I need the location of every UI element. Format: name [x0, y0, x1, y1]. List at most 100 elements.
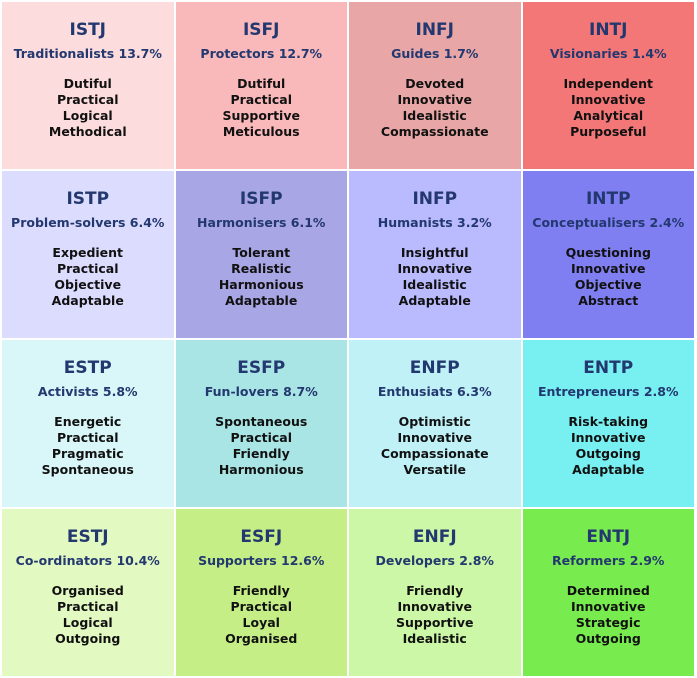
trait: Adaptable — [398, 293, 471, 308]
type-cell-estj: ESTJ Co-ordinators 10.4% Organised Pract… — [2, 509, 174, 676]
trait: Practical — [56, 261, 119, 276]
trait: Independent — [563, 76, 654, 91]
type-code: ENTP — [583, 358, 634, 378]
type-label: Supporters 12.6% — [198, 553, 325, 568]
trait: Adaptable — [51, 293, 124, 308]
trait: Energetic — [54, 414, 122, 429]
trait: Logical — [62, 615, 113, 630]
trait-list: Energetic Practical Pragmatic Spontaneou… — [42, 414, 134, 478]
trait: Harmonious — [218, 462, 304, 477]
trait-list: Questioning Innovative Objective Abstrac… — [566, 245, 651, 309]
trait: Idealistic — [402, 277, 467, 292]
trait-list: Dutiful Practical Supportive Meticulous — [223, 76, 300, 140]
type-label: Developers 2.8% — [375, 553, 494, 568]
trait-list: Tolerant Realistic Harmonious Adaptable — [219, 245, 304, 309]
type-code: INTJ — [589, 20, 628, 40]
trait: Friendly — [232, 583, 290, 598]
trait: Objective — [54, 277, 122, 292]
trait: Innovative — [570, 430, 646, 445]
type-label: Conceptualisers 2.4% — [532, 215, 685, 230]
trait: Innovative — [397, 599, 472, 614]
trait: Organised — [51, 583, 124, 598]
trait: Realistic — [231, 261, 292, 276]
trait: Adaptable — [225, 293, 298, 308]
trait: Risk-taking — [568, 414, 649, 429]
trait-list: Expedient Practical Objective Adaptable — [52, 245, 124, 309]
trait: Dutiful — [237, 76, 286, 91]
trait: Outgoing — [575, 631, 641, 646]
type-cell-esfp: ESFP Fun-lovers 8.7% Spontaneous Practic… — [175, 340, 347, 507]
type-code: INTP — [585, 189, 631, 209]
trait: Purposeful — [570, 124, 647, 139]
trait-list: Insightful Innovative Idealistic Adaptab… — [397, 245, 472, 309]
trait: Practical — [56, 430, 119, 445]
type-cell-infj: INFJ Guides 1.7% Devoted Innovative Idea… — [349, 2, 521, 169]
trait: Pragmatic — [51, 446, 124, 461]
trait-list: Independent Innovative Analytical Purpos… — [563, 76, 653, 140]
trait: Analytical — [573, 108, 644, 123]
trait: Optimistic — [398, 414, 471, 429]
type-label: Visionaries 1.4% — [549, 46, 667, 61]
trait: Idealistic — [402, 108, 467, 123]
type-cell-esfj: ESFJ Supporters 12.6% Friendly Practical… — [175, 509, 347, 676]
type-code: ISTJ — [69, 20, 107, 40]
type-code: ENFJ — [412, 527, 457, 547]
trait-list: Risk-taking Innovative Outgoing Adaptabl… — [568, 414, 648, 478]
type-cell-isfj: ISFJ Protectors 12.7% Dutiful Practical … — [175, 2, 347, 169]
trait: Compassionate — [380, 446, 489, 461]
trait: Tolerant — [232, 245, 291, 260]
trait: Harmonious — [218, 277, 304, 292]
type-label: Entrepreneurs 2.8% — [537, 384, 679, 399]
type-label: Activists 5.8% — [37, 384, 138, 399]
trait: Friendly — [232, 446, 290, 461]
type-cell-isfp: ISFP Harmonisers 6.1% Tolerant Realistic… — [175, 171, 347, 338]
trait: Logical — [62, 108, 113, 123]
type-label: Humanists 3.2% — [377, 215, 492, 230]
type-code: ENFP — [409, 358, 460, 378]
trait: Supportive — [396, 615, 474, 630]
trait: Innovative — [397, 261, 472, 276]
type-label: Reformers 2.9% — [552, 553, 665, 568]
trait: Methodical — [48, 124, 127, 139]
type-code: ESTP — [63, 358, 112, 378]
type-label: Harmonisers 6.1% — [197, 215, 326, 230]
type-cell-istp: ISTP Problem-solvers 6.4% Expedient Prac… — [2, 171, 174, 338]
type-cell-entp: ENTP Entrepreneurs 2.8% Risk-taking Inno… — [522, 340, 694, 507]
trait: Innovative — [570, 599, 646, 614]
type-label: Guides 1.7% — [391, 46, 479, 61]
trait: Spontaneous — [215, 414, 308, 429]
trait-list: Friendly Innovative Supportive Idealisti… — [396, 583, 473, 647]
type-cell-intp: INTP Conceptualisers 2.4% Questioning In… — [522, 171, 694, 338]
type-cell-enfj: ENFJ Developers 2.8% Friendly Innovative… — [349, 509, 521, 676]
trait-list: Organised Practical Logical Outgoing — [52, 583, 124, 647]
type-cell-intj: INTJ Visionaries 1.4% Independent Innova… — [522, 2, 694, 169]
trait: Abstract — [578, 293, 639, 308]
type-label: Problem-solvers 6.4% — [11, 215, 165, 230]
type-label: Enthusiats 6.3% — [377, 384, 492, 399]
type-code: ISFJ — [242, 20, 280, 40]
trait: Questioning — [565, 245, 651, 260]
type-cell-entj: ENTJ Reformers 2.9% Determined Innovativ… — [522, 509, 694, 676]
trait: Insightful — [400, 245, 469, 260]
trait-list: Dutiful Practical Logical Methodical — [49, 76, 127, 140]
trait: Versatile — [403, 462, 467, 477]
trait: Practical — [230, 599, 293, 614]
trait-list: Friendly Practical Loyal Organised — [225, 583, 297, 647]
type-code: ISFP — [239, 189, 283, 209]
trait: Expedient — [52, 245, 124, 260]
trait: Innovative — [570, 92, 646, 107]
trait: Dutiful — [63, 76, 112, 91]
type-cell-enfp: ENFP Enthusiats 6.3% Optimistic Innovati… — [349, 340, 521, 507]
type-code: INFP — [412, 189, 458, 209]
type-cell-estp: ESTP Activists 5.8% Energetic Practical … — [2, 340, 174, 507]
trait: Strategic — [575, 615, 641, 630]
trait-list: Spontaneous Practical Friendly Harmoniou… — [215, 414, 307, 478]
trait: Outgoing — [575, 446, 641, 461]
trait: Innovative — [570, 261, 646, 276]
type-cell-infp: INFP Humanists 3.2% Insightful Innovativ… — [349, 171, 521, 338]
type-code: INFJ — [415, 20, 455, 40]
trait: Innovative — [397, 430, 472, 445]
trait: Organised — [225, 631, 298, 646]
trait: Spontaneous — [41, 462, 134, 477]
